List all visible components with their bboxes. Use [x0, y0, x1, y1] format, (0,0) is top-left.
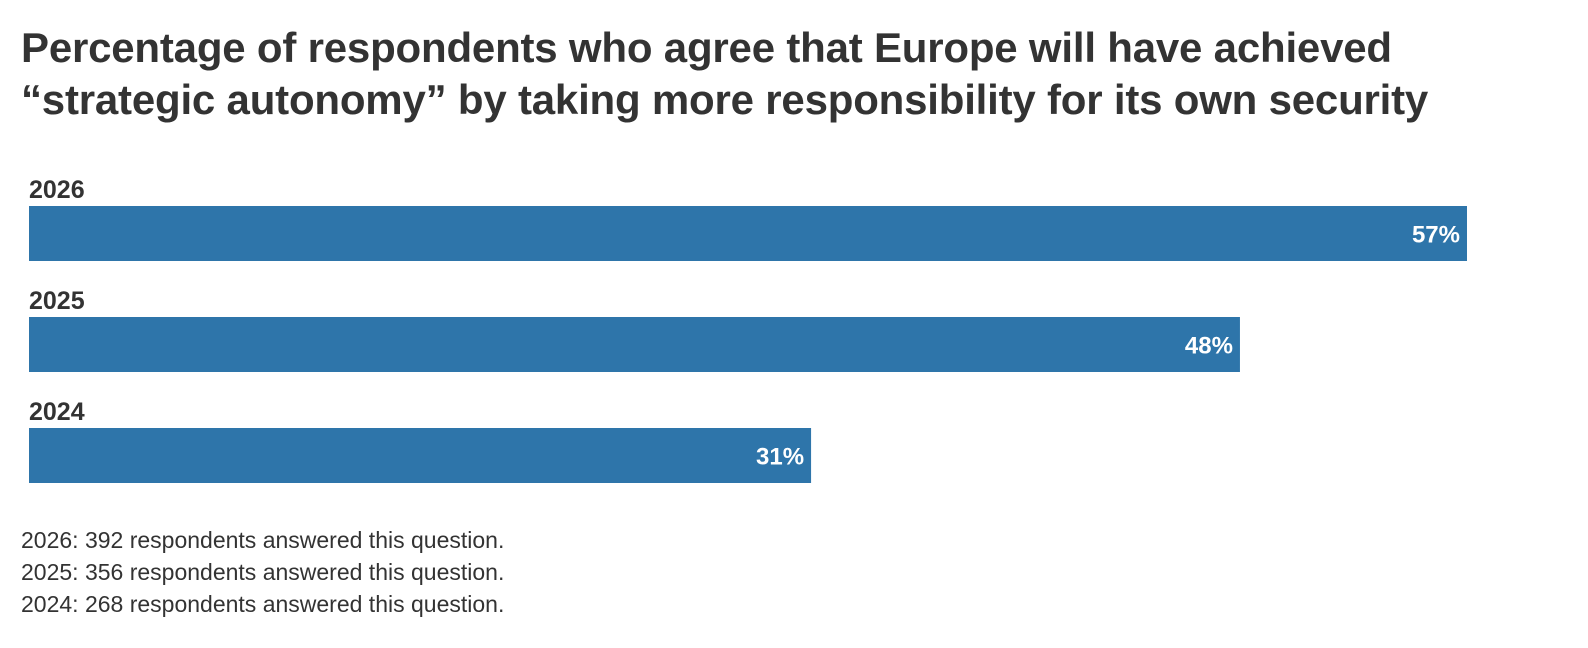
- value-label-2024: 31%: [756, 444, 804, 471]
- note-2026: 2026: 392 respondents answered this ques…: [21, 527, 505, 553]
- respondent-notes: 2026: 392 respondents answered this ques…: [21, 524, 504, 620]
- value-label-2025: 48%: [1185, 333, 1233, 360]
- bar-2025: [29, 317, 1240, 372]
- note-2025: 2025: 356 respondents answered this ques…: [21, 559, 505, 585]
- category-label-2024: 2024: [29, 398, 85, 426]
- category-label-2025: 2025: [29, 287, 85, 315]
- value-label-2026: 57%: [1412, 222, 1460, 249]
- chart-title: Percentage of respondents who agree that…: [21, 24, 1429, 123]
- bar-chart: 2026 57% 2025 48% 2024 31%: [29, 176, 1467, 483]
- bar-2024: [29, 428, 812, 483]
- category-label-2026: 2026: [29, 176, 85, 204]
- bar-2026: [29, 206, 1467, 261]
- note-2024: 2024: 268 respondents answered this ques…: [21, 591, 505, 617]
